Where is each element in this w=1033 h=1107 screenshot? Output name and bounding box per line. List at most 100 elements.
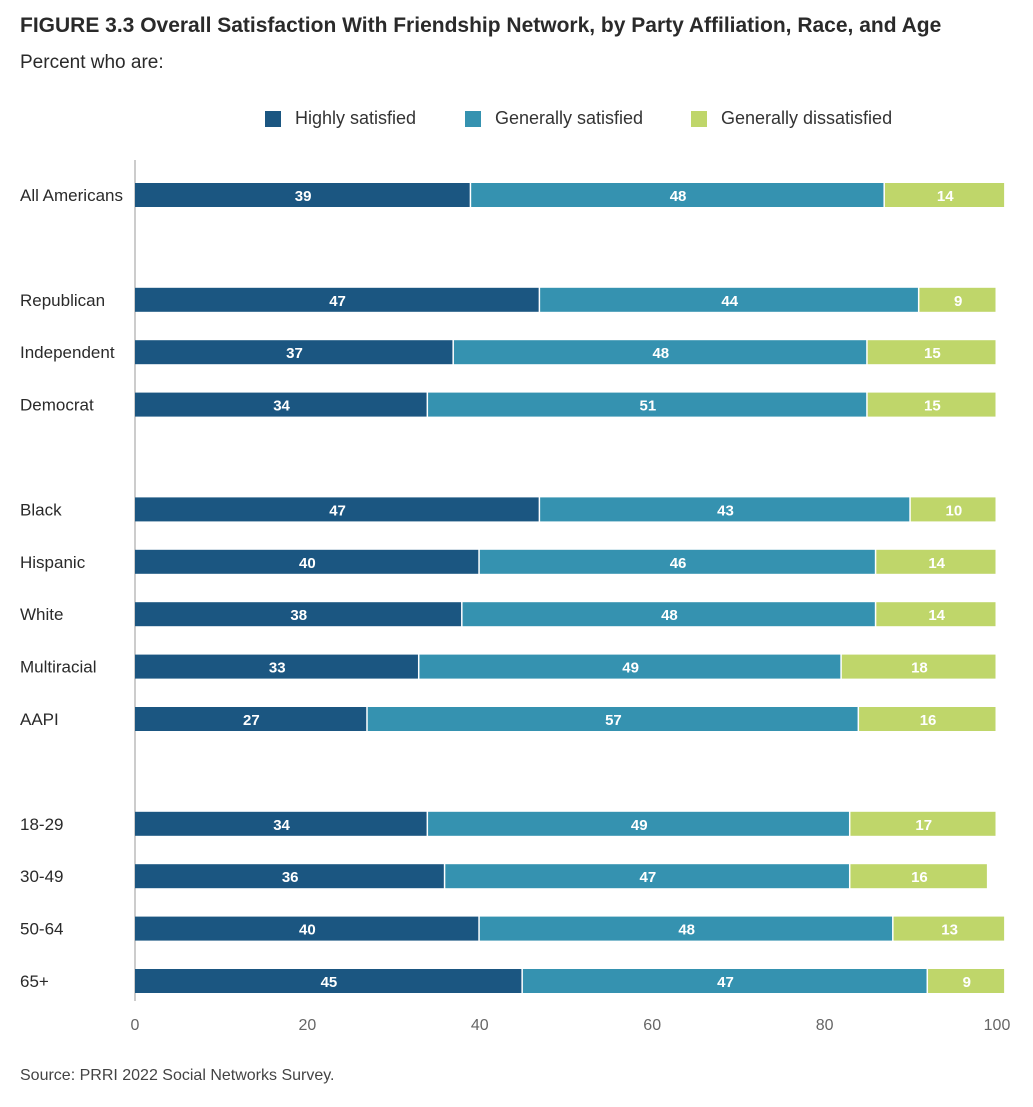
- data-label-black-generally-satisfied: 43: [717, 502, 734, 519]
- bar-independent-highly-satisfied: [135, 340, 453, 365]
- data-label-democrat-generally-dissatisfied: 15: [924, 398, 941, 415]
- category-label-independent: Independent: [20, 343, 115, 362]
- bar-white-generally-dissatisfied: [876, 602, 996, 627]
- data-label-30-49-highly-satisfied: 36: [282, 869, 299, 886]
- chart-title: FIGURE 3.3 Overall Satisfaction With Fri…: [20, 14, 942, 37]
- category-label-30-49: 30-49: [20, 867, 63, 886]
- bar-black-generally-satisfied: [540, 497, 910, 522]
- bar-18-29-generally-dissatisfied: [850, 811, 996, 836]
- bar-30-49-generally-dissatisfied: [850, 864, 987, 889]
- data-label-republican-generally-dissatisfied: 9: [954, 293, 962, 310]
- x-tick-label-40: 40: [471, 1017, 489, 1034]
- bar-18-29-generally-satisfied: [428, 811, 849, 836]
- legend-swatch-generally-satisfied: [465, 110, 481, 127]
- source-note: Source: PRRI 2022 Social Networks Survey…: [20, 1067, 335, 1084]
- data-label-30-49-generally-dissatisfied: 16: [911, 869, 928, 886]
- bar-republican-generally-satisfied: [540, 287, 918, 312]
- bar-independent-generally-satisfied: [453, 340, 867, 365]
- x-tick-label-60: 60: [643, 1017, 661, 1034]
- data-label-multiracial-generally-satisfied: 49: [622, 660, 639, 677]
- bar-hispanic-generally-dissatisfied: [876, 549, 996, 574]
- data-label-hispanic-generally-satisfied: 46: [670, 555, 687, 572]
- x-tick-label-100: 100: [984, 1017, 1011, 1034]
- category-label-democrat: Democrat: [20, 396, 94, 415]
- data-label-multiracial-generally-dissatisfied: 18: [911, 660, 928, 677]
- category-label-aapi: AAPI: [20, 710, 59, 729]
- chart-subtitle: Percent who are:: [20, 52, 164, 73]
- bar-aapi-generally-satisfied: [367, 707, 858, 731]
- legend-swatch-generally-dissatisfied: [691, 110, 707, 127]
- bar-black-generally-dissatisfied: [910, 497, 996, 522]
- bar-all-americans-generally-satisfied: [471, 183, 884, 207]
- data-label-independent-highly-satisfied: 37: [286, 345, 303, 362]
- data-label-65-generally-dissatisfied: 9: [963, 974, 971, 991]
- data-label-aapi-generally-satisfied: 57: [605, 712, 622, 729]
- x-tick-label-20: 20: [299, 1017, 317, 1034]
- bar-50-64-generally-dissatisfied: [893, 916, 1005, 941]
- bar-30-49-highly-satisfied: [135, 864, 444, 889]
- category-label-black: Black: [20, 500, 62, 519]
- data-label-30-49-generally-satisfied: 47: [640, 869, 657, 886]
- bar-50-64-highly-satisfied: [135, 916, 479, 941]
- chart-plot: All Americans 39 48 14 Republican 47 44 9 Indepe…: [20, 160, 1011, 1034]
- bar-republican-generally-dissatisfied: [919, 287, 996, 312]
- legend-item-generally-dissatisfied: Generally dissatisfied: [691, 108, 892, 129]
- category-label-all-americans: All Americans: [20, 186, 123, 205]
- bar-all-americans-generally-dissatisfied: [884, 183, 1005, 207]
- bar-18-29-highly-satisfied: [135, 811, 427, 836]
- data-label-hispanic-generally-dissatisfied: 14: [928, 555, 945, 572]
- bar-hispanic-generally-satisfied: [479, 549, 875, 574]
- bar-65-highly-satisfied: [135, 969, 522, 993]
- legend-label-highly-satisfied: Highly satisfied: [295, 108, 417, 128]
- bar-65-generally-dissatisfied: [928, 969, 1005, 993]
- data-label-18-29-generally-satisfied: 49: [631, 817, 648, 834]
- legend-item-highly-satisfied: Highly satisfied: [265, 108, 416, 129]
- data-label-65-generally-satisfied: 47: [717, 974, 734, 991]
- bar-republican-highly-satisfied: [135, 287, 539, 312]
- data-label-50-64-generally-dissatisfied: 13: [941, 922, 958, 939]
- data-label-50-64-highly-satisfied: 40: [299, 922, 316, 939]
- bar-multiracial-generally-satisfied: [419, 654, 841, 679]
- bar-white-highly-satisfied: [135, 602, 462, 627]
- x-tick-label-80: 80: [816, 1017, 834, 1034]
- category-label-65: 65+: [20, 972, 49, 991]
- bar-aapi-highly-satisfied: [135, 707, 367, 731]
- data-label-18-29-highly-satisfied: 34: [273, 817, 290, 834]
- bar-65-generally-satisfied: [522, 969, 927, 993]
- bar-aapi-generally-dissatisfied: [859, 707, 996, 731]
- data-label-independent-generally-dissatisfied: 15: [924, 345, 941, 362]
- data-label-all-americans-generally-satisfied: 48: [670, 188, 687, 205]
- bar-black-highly-satisfied: [135, 497, 539, 522]
- data-label-65-highly-satisfied: 45: [321, 974, 338, 991]
- legend-label-generally-satisfied: Generally satisfied: [495, 108, 644, 128]
- bar-multiracial-generally-dissatisfied: [841, 654, 996, 679]
- data-label-white-generally-satisfied: 48: [661, 607, 678, 624]
- data-label-aapi-highly-satisfied: 27: [243, 712, 260, 729]
- bar-white-generally-satisfied: [462, 602, 875, 627]
- chart-legend: Highly satisfied Generally satisfied Gen…: [0, 108, 1033, 132]
- data-label-all-americans-highly-satisfied: 39: [295, 188, 312, 205]
- bar-hispanic-highly-satisfied: [135, 549, 479, 574]
- category-label-hispanic: Hispanic: [20, 553, 86, 572]
- bar-democrat-highly-satisfied: [135, 392, 427, 417]
- legend-swatch-highly-satisfied: [265, 110, 281, 127]
- bar-democrat-generally-dissatisfied: [867, 392, 996, 417]
- bar-multiracial-highly-satisfied: [135, 654, 418, 679]
- data-label-black-generally-dissatisfied: 10: [946, 502, 963, 519]
- legend-item-generally-satisfied: Generally satisfied: [465, 108, 643, 129]
- data-label-multiracial-highly-satisfied: 33: [269, 660, 286, 677]
- data-label-hispanic-highly-satisfied: 40: [299, 555, 316, 572]
- data-label-democrat-highly-satisfied: 34: [273, 398, 290, 415]
- data-label-black-highly-satisfied: 47: [329, 502, 346, 519]
- data-label-democrat-generally-satisfied: 51: [640, 398, 657, 415]
- bar-50-64-generally-satisfied: [479, 916, 893, 941]
- category-label-18-29: 18-29: [20, 815, 63, 834]
- data-label-aapi-generally-dissatisfied: 16: [920, 712, 937, 729]
- category-label-white: White: [20, 605, 63, 624]
- bar-independent-generally-dissatisfied: [867, 340, 996, 365]
- legend-label-generally-dissatisfied: Generally dissatisfied: [721, 108, 893, 128]
- data-label-republican-highly-satisfied: 47: [329, 293, 346, 310]
- x-tick-label-0: 0: [131, 1017, 140, 1034]
- bar-30-49-generally-satisfied: [445, 864, 849, 889]
- data-label-white-highly-satisfied: 38: [290, 607, 307, 624]
